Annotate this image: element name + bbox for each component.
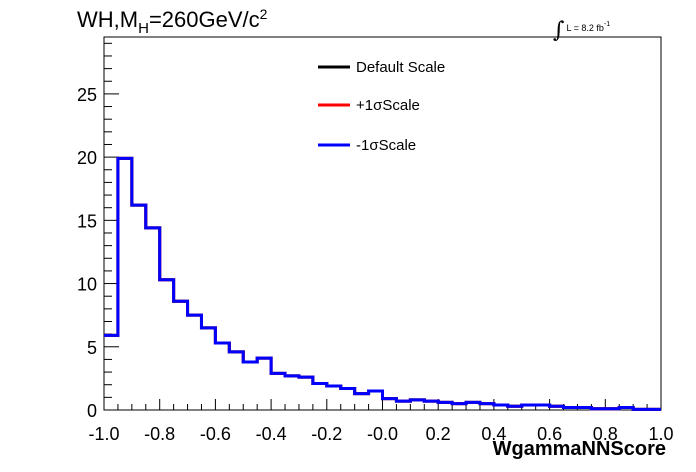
title-subscript: H — [138, 20, 149, 37]
x-tick-label: 1.0 — [648, 424, 673, 444]
axes: -1.0 -0.8 -0.6 -0.4 -0.2 -0.0 0.2 0.4 0.6 0.8 1.0 0… — [77, 42, 674, 444]
x-tick-label: 0.8 — [593, 424, 618, 444]
y-tick-label: 10 — [77, 275, 97, 295]
integral-symbol: ∫ — [553, 18, 565, 43]
title-superscript: 2 — [259, 6, 268, 22]
luminosity-unit-superscript: -1 — [603, 21, 611, 28]
x-tick-label: -0.0 — [367, 424, 398, 444]
y-tick-label: 25 — [77, 85, 97, 105]
luminosity-text: L = 8.2 fb — [566, 23, 604, 33]
x-axis-label: WgammaNNScore — [492, 438, 666, 460]
y-tick-label: 20 — [77, 148, 97, 168]
series-3-step-line — [104, 156, 661, 411]
legend-label-3: -1σScale — [356, 137, 416, 154]
x-tick-label: -0.4 — [256, 424, 287, 444]
x-tick-label: 0.4 — [481, 424, 506, 444]
x-tick-label: 0.2 — [426, 424, 451, 444]
plot-frame — [103, 36, 662, 411]
legend-label-1: Default Scale — [356, 59, 445, 76]
x-tick-label: -0.2 — [311, 424, 342, 444]
x-tick-label: 0.6 — [537, 424, 562, 444]
legend: Default Scale +1σScale -1σScale — [318, 59, 445, 154]
title-rest: =260GeV/c — [148, 7, 260, 32]
y-tick-label: 5 — [87, 338, 97, 358]
x-tick-label: -0.8 — [144, 424, 175, 444]
title-main: WH,M — [77, 7, 139, 32]
luminosity-label: ∫ L = 8.2 fb-1 — [553, 12, 611, 43]
x-tick-label: -0.6 — [200, 424, 231, 444]
x-tick-label: -1.0 — [88, 424, 119, 444]
series-layer — [104, 156, 661, 411]
legend-label-2: +1σScale — [356, 97, 420, 114]
chart-title: WH,MH=260GeV/c2 — [77, 6, 267, 37]
series-1-step-line — [104, 156, 661, 411]
y-tick-label: 0 — [87, 401, 97, 421]
series-2-step-line — [104, 156, 661, 411]
y-tick-label: 15 — [77, 211, 97, 231]
